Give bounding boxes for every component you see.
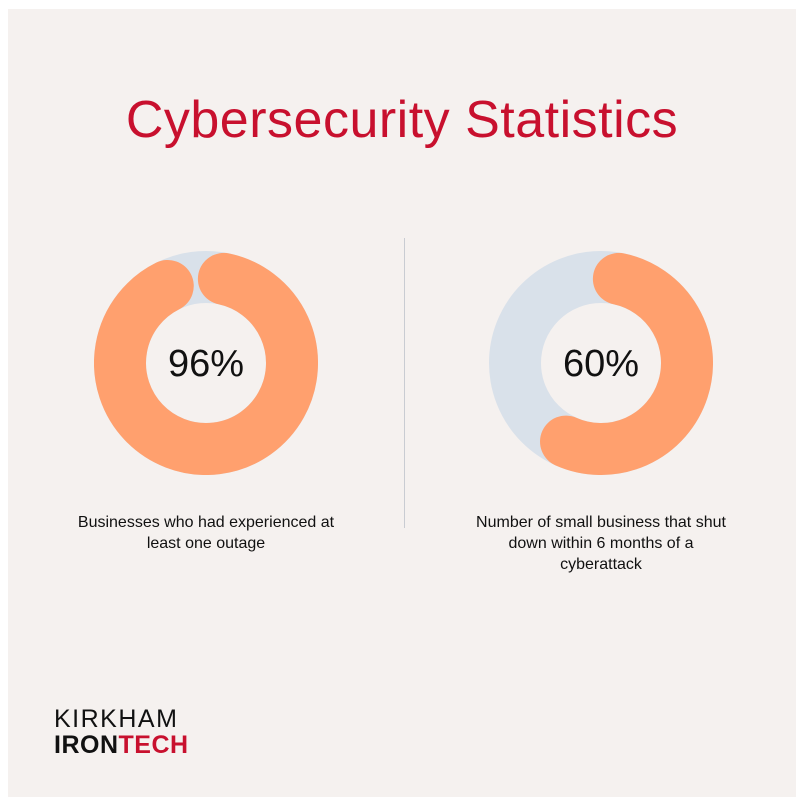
logo-tech: TECH [118, 731, 189, 759]
donut-value-label: 96% [168, 343, 244, 385]
donut-chart-shutdown: 60% [489, 251, 713, 475]
company-logo: KIRKHAM IRONTECH [54, 706, 189, 758]
donut-value-arc [540, 252, 713, 475]
caption-outage: Businesses who had experienced at least … [77, 514, 335, 552]
donut-chart-outage: 96% [94, 251, 318, 475]
page-title: Cybersecurity Statistics [125, 91, 679, 149]
logo-line-1: KIRKHAM [54, 705, 179, 733]
caption-shutdown: Number of small business that shut down … [476, 514, 726, 573]
donut-value-arc [94, 252, 318, 475]
donut-value-label: 60% [563, 343, 639, 385]
logo-line-2: IRONTECH [54, 732, 189, 758]
divider [404, 238, 405, 528]
logo-iron: IRON [54, 731, 119, 759]
